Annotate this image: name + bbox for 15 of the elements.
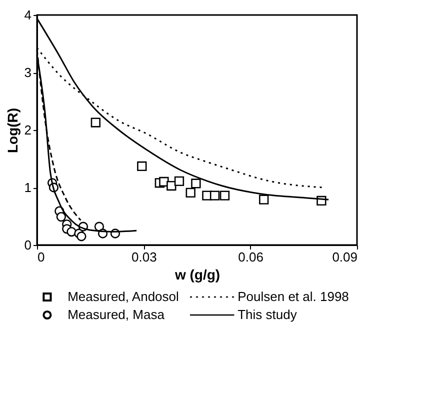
legend-label: Poulsen et al. 1998 xyxy=(238,289,349,304)
x-tick-label: 0.06 xyxy=(238,250,264,264)
y-axis-title: Log(R) xyxy=(4,108,20,154)
x-tick-label: 0.09 xyxy=(332,250,358,264)
legend-label: Measured, Andosol xyxy=(68,289,180,304)
x-axis-title: w (g/g) xyxy=(174,266,220,282)
y-tick-label: 1 xyxy=(24,180,32,195)
legend-label: This study xyxy=(238,307,298,322)
y-tick-label: 3 xyxy=(24,65,32,80)
x-tick-label: 0.03 xyxy=(132,250,157,264)
legend-label: Measured, Masa xyxy=(68,307,166,322)
y-tick-label: 4 xyxy=(24,8,32,22)
y-tick-label: 0 xyxy=(24,238,32,252)
y-tick-label: 2 xyxy=(24,122,32,138)
x-tick-label: 0 xyxy=(38,250,45,264)
